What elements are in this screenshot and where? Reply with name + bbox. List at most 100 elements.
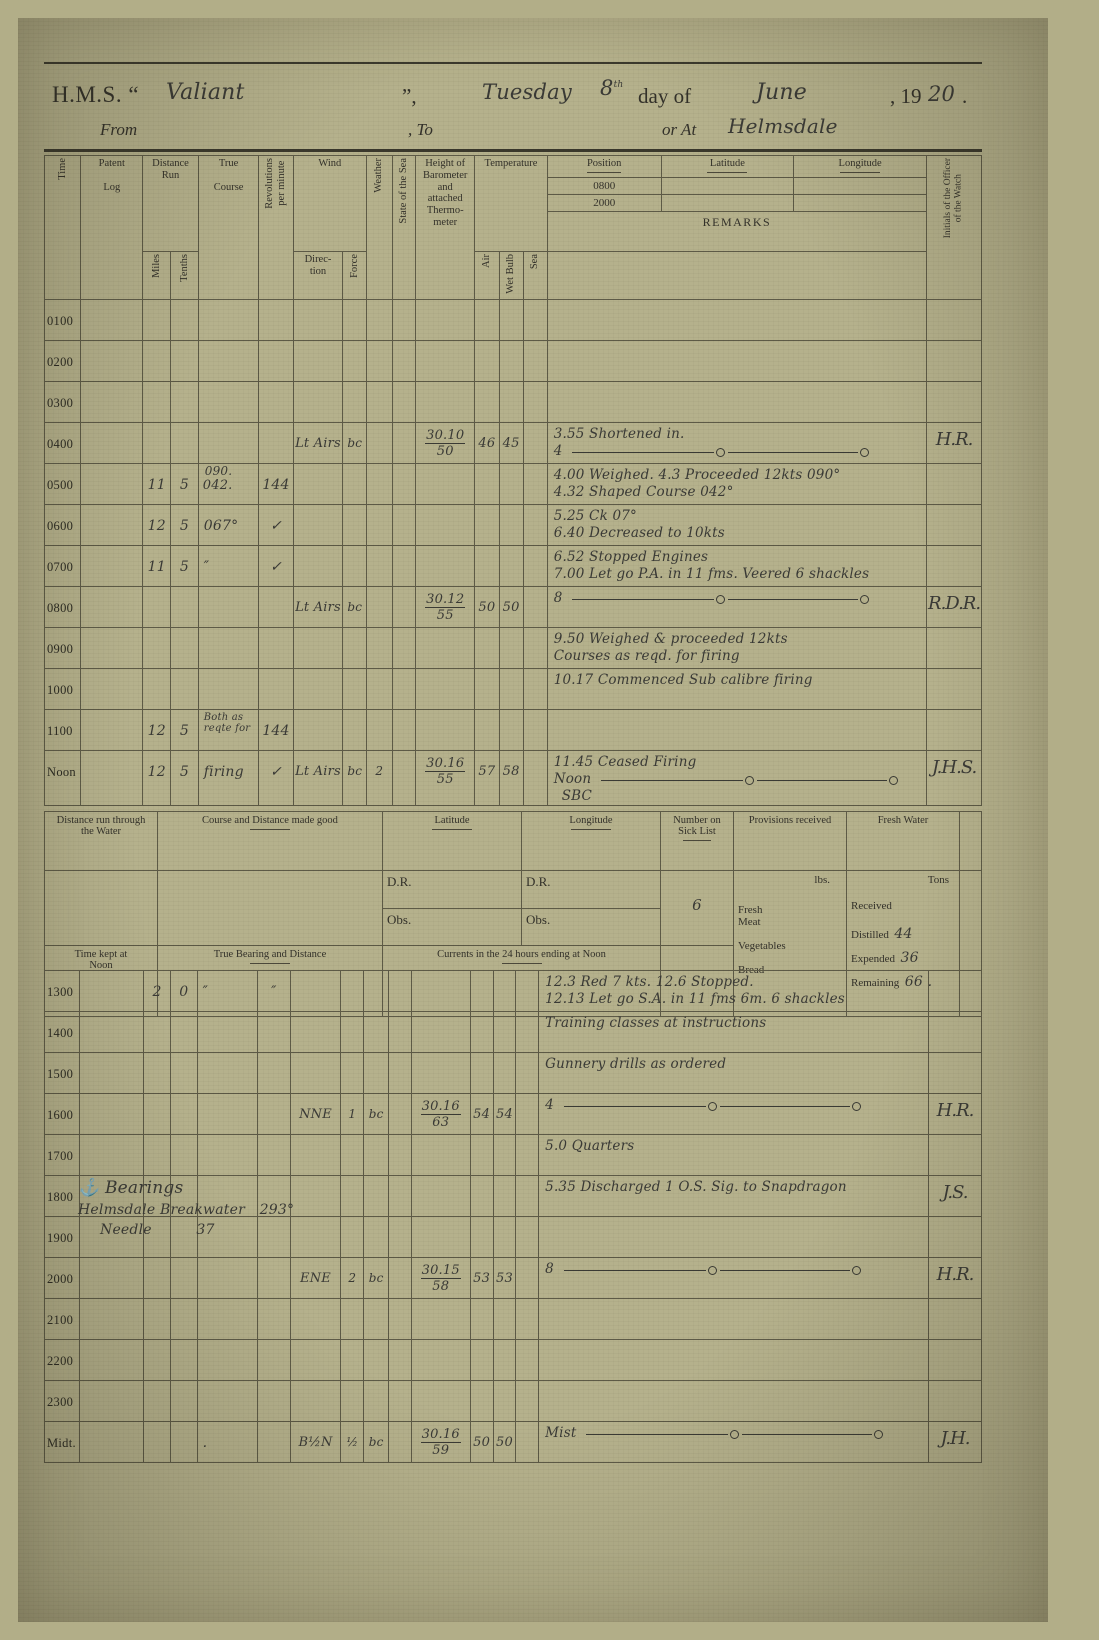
cell-patent-log — [78, 1093, 145, 1135]
cell-wind-direction — [292, 504, 344, 547]
cell-patent-log — [78, 1421, 145, 1463]
log-row: 0100 — [43, 299, 982, 342]
observation-line — [582, 1429, 884, 1439]
cell-wind-direction — [292, 627, 344, 670]
to-label: , To — [408, 120, 433, 139]
cell-wind-force: 2 — [340, 1257, 365, 1299]
col-wind-direction: Direc-tion — [292, 250, 344, 301]
cell-wind-force — [342, 463, 368, 506]
cell-remarks: 5.0 Quarters — [538, 1134, 930, 1176]
cell-remarks: 3.55 Shortened in. 4 — [546, 422, 928, 465]
cell-initials — [928, 1298, 982, 1340]
observation-line — [597, 775, 899, 785]
cell-air-temp — [469, 1298, 494, 1340]
cell-initials — [928, 1011, 982, 1053]
cell-true-course — [197, 381, 260, 424]
cell-miles — [143, 1216, 171, 1258]
cell-revolutions — [256, 1257, 291, 1299]
cell-weather — [363, 1175, 390, 1217]
fresh-water-label: Fresh Water — [846, 811, 960, 871]
cell-wind-force — [340, 1052, 365, 1094]
cell-miles: 2 — [143, 970, 171, 1012]
cell-sea-temp — [515, 1052, 540, 1094]
cell-sea-temp — [522, 668, 548, 711]
cell-wind-force — [342, 381, 368, 424]
col-distance-run: Distance Run — [142, 155, 199, 252]
cell-true-course — [196, 1093, 258, 1135]
cell-state-of-sea — [388, 1421, 412, 1463]
cell-tenths: 0 — [169, 970, 198, 1012]
cell-air-temp — [474, 381, 500, 424]
cell-sea-temp — [515, 1380, 540, 1422]
table-head: Time Patent Log Distance Run True Course Re… — [43, 154, 982, 301]
weekday: Tuesday — [482, 80, 572, 104]
cell-barometer — [410, 1175, 471, 1217]
cell-state-of-sea — [388, 1052, 412, 1094]
cell-wetbulb-temp — [498, 340, 524, 383]
place-name: Helmsdale — [728, 114, 838, 138]
cell-patent-log — [80, 299, 144, 342]
cell-patent-log — [80, 750, 144, 807]
cell-patent-log — [80, 545, 144, 588]
cell-wind-direction — [292, 463, 344, 506]
bearings-line-2: Needle 37 — [100, 1222, 215, 1238]
cell-remarks: 6.52 Stopped Engines 7.00 Let go P.A. in … — [546, 545, 928, 588]
cell-tenths — [169, 1052, 198, 1094]
cell-barometer: 30.10 50 — [415, 422, 476, 465]
cell-wind-direction: NNE — [289, 1093, 342, 1135]
cell-miles — [143, 1052, 171, 1094]
cell-sea-temp — [515, 1093, 540, 1135]
cell-remarks: Training classes at instructions — [538, 1011, 930, 1053]
cell-initials: J.S. — [928, 1175, 982, 1217]
cell-air-temp — [474, 627, 500, 670]
cell-state-of-sea — [391, 750, 417, 807]
cell-weather — [366, 299, 393, 342]
cell-wind-force — [342, 340, 368, 383]
cell-tenths: 5 — [170, 545, 199, 588]
month: June — [756, 80, 807, 105]
cell-wetbulb-temp: 54 — [492, 1093, 517, 1135]
fresh-water-received: Received — [851, 900, 892, 912]
provisions-label: Provisions received — [733, 811, 847, 871]
cell-wetbulb-temp — [498, 463, 524, 506]
cell-remarks: 8 — [538, 1257, 930, 1299]
cell-wind-force: bc — [342, 750, 368, 807]
cell-weather — [366, 381, 393, 424]
log-row: 0900 9.50 Weighed & proceeded 12kts Course… — [43, 627, 982, 670]
cell-miles — [142, 340, 172, 383]
cell-barometer — [410, 1339, 471, 1381]
cell-revolutions — [256, 1216, 291, 1258]
cell-tenths — [169, 1421, 198, 1463]
cell-initials — [926, 668, 982, 711]
log-row: Midt.. B½N ½ bc 30.16 59 50 50 Mist J.H. — [44, 1421, 982, 1463]
cell-initials — [928, 1339, 982, 1381]
log-header: H.M.S. “ Valiant ”, Tuesday 8th day of J… — [44, 62, 982, 152]
year-dot: . — [962, 84, 968, 108]
cell-remarks — [546, 299, 928, 342]
cell-wetbulb-temp: 45 — [498, 422, 524, 465]
cell-weather — [366, 340, 393, 383]
cell-miles: 12 — [142, 750, 172, 807]
cell-initials: H.R. — [928, 1093, 982, 1135]
cell-barometer — [415, 545, 476, 588]
col-revolutions: Revolutions per minute — [258, 154, 294, 301]
cell-revolutions — [258, 422, 294, 465]
cell-revolutions: ✓ — [258, 504, 294, 547]
cell-patent-log — [78, 1052, 145, 1094]
log-row: 1400 Training classes at instructions — [44, 1011, 982, 1053]
cell-barometer — [415, 709, 476, 752]
log-row: 1000 10.17 Commenced Sub calibre firing — [43, 668, 982, 711]
cell-miles — [142, 381, 172, 424]
col-remarks: REMARKS — [702, 215, 772, 230]
bearings-line-1: Helmsdale Breakwater 293° — [78, 1202, 295, 1218]
cell-time: 1900 — [44, 1216, 80, 1258]
cell-weather — [363, 1216, 390, 1258]
cell-wetbulb-temp — [492, 970, 517, 1012]
cell-remarks: 10.17 Commenced Sub calibre firing — [546, 668, 928, 711]
cell-revolutions: 144 — [258, 709, 294, 752]
col-barometer: Height of Barometer and attached Thermo-mete… — [415, 154, 476, 301]
cell-wind-direction: Lt Airs — [292, 422, 344, 465]
cell-revolutions — [258, 299, 294, 342]
cell-initials: H.R. — [928, 1257, 982, 1299]
cell-weather — [366, 709, 393, 752]
